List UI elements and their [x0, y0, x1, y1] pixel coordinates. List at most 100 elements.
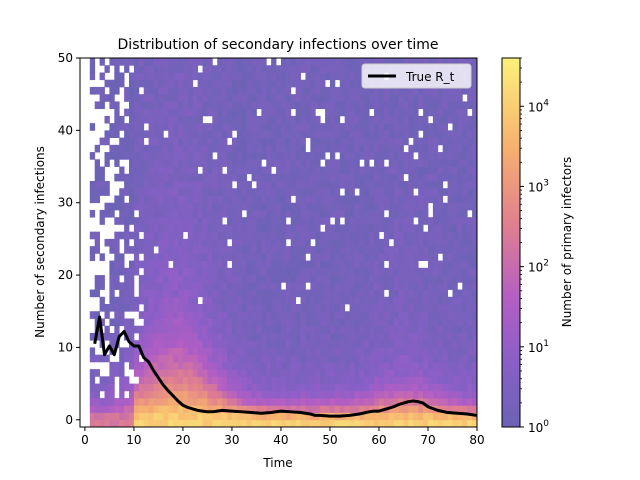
heatmap-cell — [295, 224, 301, 233]
heatmap-cell — [173, 137, 179, 146]
heatmap-cell — [467, 361, 473, 370]
heatmap-cell — [320, 398, 326, 406]
heatmap-cell — [334, 231, 341, 240]
heatmap-cell — [457, 347, 463, 356]
heatmap-cell — [197, 58, 203, 66]
heatmap-cell — [310, 159, 316, 167]
heatmap-cell — [212, 311, 218, 319]
x-tick-label: 20 — [175, 433, 190, 447]
heatmap-cell — [349, 202, 355, 211]
heatmap-cell — [349, 72, 355, 81]
heatmap-cell — [462, 390, 468, 399]
heatmap-cell — [212, 130, 218, 138]
heatmap-cell — [158, 209, 164, 218]
heatmap-cell — [378, 195, 385, 204]
heatmap-cell — [280, 152, 287, 160]
heatmap-cell — [290, 94, 297, 102]
heatmap-cell — [437, 181, 444, 189]
heatmap-cell — [236, 202, 243, 211]
heatmap-cell — [418, 383, 424, 392]
heatmap-cell — [472, 65, 477, 73]
heatmap-cell — [393, 159, 399, 167]
heatmap-cell — [393, 398, 399, 406]
heatmap-cell — [349, 101, 355, 110]
heatmap-cell — [89, 369, 96, 377]
heatmap-cell — [285, 361, 292, 370]
heatmap-cell — [393, 217, 399, 225]
heatmap-cell — [462, 405, 468, 413]
heatmap-cell — [374, 340, 380, 348]
heatmap-cell — [280, 195, 287, 204]
heatmap-cell — [320, 253, 326, 261]
heatmap-cell — [462, 188, 468, 196]
heatmap-cell — [447, 173, 453, 182]
heatmap-cell — [349, 246, 355, 254]
heatmap-cell — [374, 224, 380, 233]
heatmap-cell — [325, 376, 331, 384]
heatmap-cell — [276, 267, 282, 276]
y-tick-label: 0 — [65, 413, 73, 427]
heatmap-cell — [310, 267, 316, 276]
heatmap-cell — [349, 419, 355, 427]
heatmap-cell — [227, 419, 233, 427]
heatmap-cell — [305, 311, 311, 319]
heatmap-cell — [364, 267, 370, 276]
heatmap-cell — [251, 231, 257, 240]
series-layer — [93, 315, 477, 418]
heatmap-cell — [432, 94, 439, 102]
heatmap-cell — [403, 246, 409, 254]
heatmap-cell — [129, 296, 135, 305]
heatmap-cell — [280, 58, 287, 66]
heatmap-cell — [241, 202, 248, 211]
heatmap-cell — [124, 304, 130, 312]
heatmap-cell — [143, 325, 150, 334]
heatmap-cell — [383, 332, 390, 341]
heatmap-cell — [207, 398, 213, 406]
heatmap-cell — [231, 275, 238, 283]
heatmap-cell — [300, 340, 306, 348]
heatmap-cell — [202, 166, 208, 175]
heatmap-cell — [403, 325, 409, 334]
heatmap-cell — [315, 144, 321, 153]
heatmap-cell — [472, 282, 477, 290]
heatmap-cell — [173, 275, 179, 283]
heatmap-cell — [271, 224, 277, 233]
heatmap-cell — [236, 173, 243, 182]
heatmap-cell — [280, 340, 287, 348]
heatmap-cell — [300, 267, 306, 276]
heatmap-cell — [295, 86, 301, 95]
heatmap-cell — [104, 65, 110, 73]
heatmap-cell — [374, 188, 380, 196]
heatmap-cell — [227, 253, 233, 261]
heatmap-cell — [427, 108, 434, 117]
heatmap-cell — [423, 86, 429, 95]
heatmap-cell — [163, 246, 169, 254]
heatmap-cell — [256, 79, 262, 88]
heatmap-cell — [339, 231, 346, 240]
heatmap-cell — [413, 181, 419, 189]
heatmap-cell — [192, 246, 199, 254]
heatmap-cell — [472, 238, 477, 247]
heatmap-cell — [266, 123, 272, 131]
heatmap-cell — [236, 217, 243, 225]
heatmap-cell — [138, 166, 145, 175]
heatmap-cell — [290, 390, 297, 399]
heatmap-cell — [202, 246, 208, 254]
heatmap-cell — [467, 130, 473, 138]
heatmap-cell — [344, 282, 350, 290]
heatmap-cell — [388, 289, 395, 298]
heatmap-cell — [472, 108, 477, 117]
heatmap-cell — [378, 361, 385, 370]
heatmap-cell — [227, 130, 233, 138]
heatmap-cell — [217, 275, 223, 283]
heatmap-cell — [408, 246, 414, 254]
heatmap-cell — [418, 137, 424, 146]
heatmap-cell — [383, 86, 390, 95]
heatmap-cell — [222, 246, 228, 254]
heatmap-cell — [231, 412, 238, 421]
heatmap-cell — [99, 383, 105, 392]
heatmap-cell — [413, 340, 419, 348]
heatmap-cell — [344, 383, 350, 392]
heatmap-cell — [276, 144, 282, 153]
heatmap-cell — [344, 260, 350, 269]
